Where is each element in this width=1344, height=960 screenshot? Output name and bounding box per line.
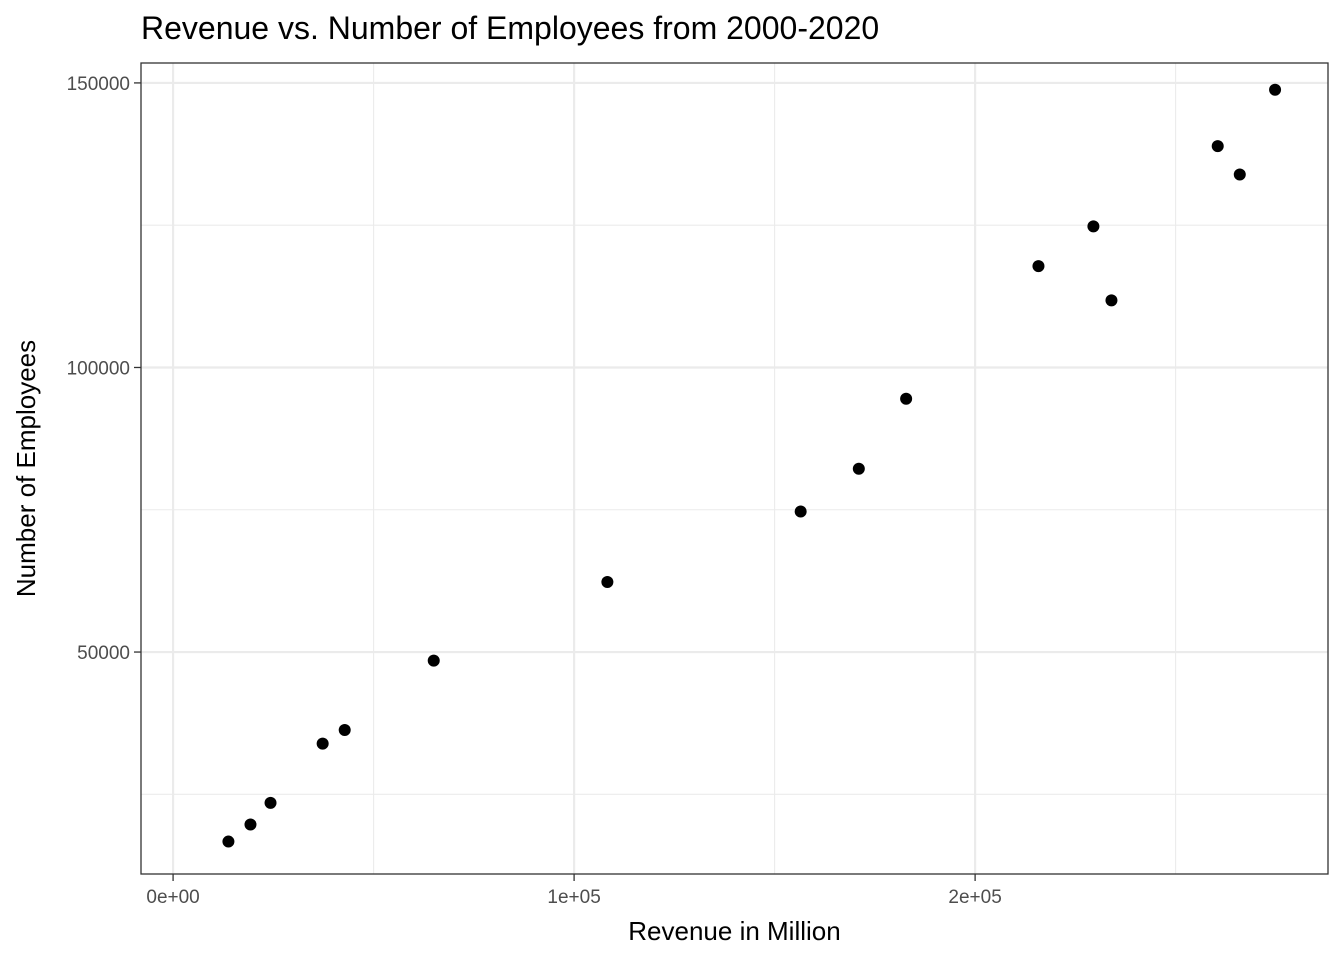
- data-point-0: [222, 835, 235, 848]
- data-point-3: [316, 737, 329, 750]
- x-tick-label-0: 0e+00: [146, 887, 199, 908]
- data-points: [222, 83, 1282, 848]
- data-point-15: [1269, 83, 1282, 96]
- x-axis-label: Revenue in Million: [628, 916, 840, 946]
- data-point-9: [900, 392, 913, 405]
- chart-title: Revenue vs. Number of Employees from 200…: [141, 10, 879, 46]
- data-point-11: [1087, 220, 1100, 233]
- x-tick-label-2: 2e+05: [948, 887, 1001, 908]
- x-tick-label-1: 1e+05: [547, 887, 600, 908]
- plot-panel-border: [140, 62, 1329, 875]
- data-point-13: [1211, 140, 1224, 153]
- y-axis-label: Number of Employees: [11, 340, 41, 597]
- data-point-6: [601, 576, 614, 589]
- data-point-5: [427, 654, 440, 667]
- y-tick-label-1: 100000: [67, 358, 130, 379]
- data-point-10: [1032, 260, 1045, 273]
- data-point-7: [794, 505, 807, 518]
- y-tick-label-0: 50000: [77, 643, 130, 664]
- data-point-2: [264, 796, 277, 809]
- data-point-14: [1233, 168, 1246, 181]
- data-point-1: [244, 818, 257, 831]
- y-tick-label-2: 150000: [67, 74, 130, 95]
- data-point-8: [852, 462, 865, 475]
- data-point-4: [338, 724, 351, 737]
- data-point-12: [1105, 294, 1118, 307]
- grid-lines: [141, 63, 1328, 874]
- plot-panel: [141, 63, 1328, 874]
- axis-ticks: 0e+00 1e+05 2e+05 50000 100000 150000: [67, 74, 1002, 908]
